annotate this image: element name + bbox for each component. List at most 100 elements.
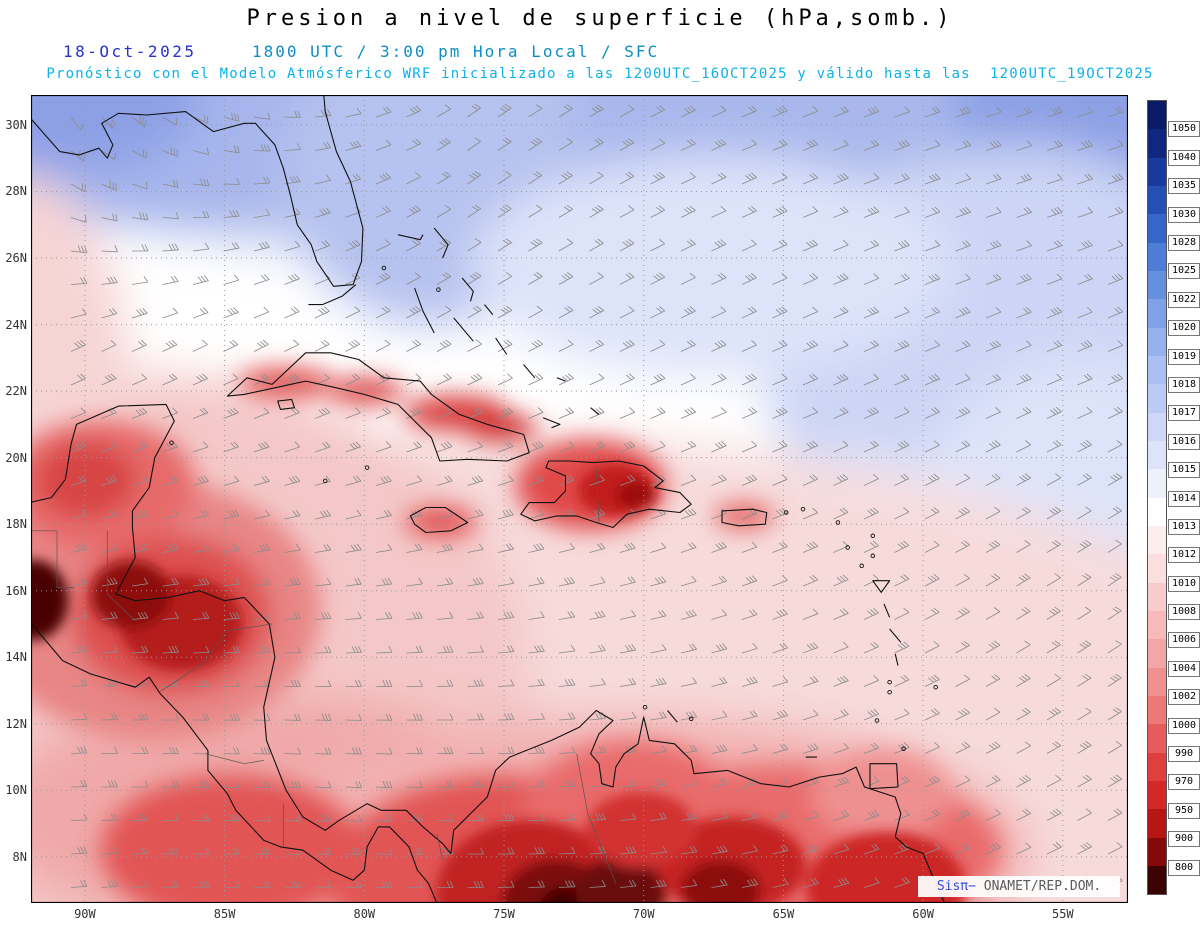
colorbar-tick-label: 1040 (1168, 149, 1200, 166)
small-island (169, 440, 174, 445)
forecast-date: 18-Oct-2025 (63, 42, 197, 61)
lon-label: 65W (772, 907, 795, 921)
pressure-field-map (31, 95, 1128, 903)
colorbar-segment (1148, 809, 1166, 838)
lon-label: 75W (493, 907, 515, 921)
small-island (835, 520, 841, 525)
small-island (800, 506, 806, 512)
colorbar-segment (1148, 610, 1166, 640)
colorbar-tick-label: 1025 (1168, 263, 1200, 280)
lat-label: 10N (5, 783, 27, 798)
page-title: Presion a nivel de superficie (hPa,somb.… (246, 6, 954, 31)
colorbar-tick-label: 900 (1168, 831, 1200, 848)
colorbar-segment (1148, 270, 1166, 300)
colorbar-tick-label: 970 (1168, 774, 1200, 791)
colorbar-tick-label: 1030 (1168, 206, 1200, 223)
watermark: Sisπ− ONAMET/REP.DOM. (918, 876, 1120, 897)
colorbar-segment (1148, 554, 1166, 583)
lon-label: 90W (74, 907, 96, 921)
lat-label: 20N (5, 450, 27, 465)
lon-label: 60W (912, 907, 934, 921)
lat-label: 26N (5, 251, 27, 266)
colorbar-segment (1148, 497, 1166, 526)
coastlines (31, 95, 946, 903)
lat-label: 12N (5, 716, 27, 731)
colorbar-tick-label: 1028 (1168, 234, 1200, 251)
colorbar-segment (1148, 157, 1166, 186)
small-island (322, 478, 328, 484)
small-island (870, 533, 876, 539)
colorbar-tick-label: 990 (1168, 746, 1200, 763)
small-island (901, 746, 906, 752)
colorbar-tick-label: 1000 (1168, 717, 1200, 734)
small-island (688, 716, 694, 722)
small-island (874, 718, 880, 723)
small-island (436, 287, 441, 292)
colorbar-tick-label: 1013 (1168, 518, 1200, 535)
colorbar-tick-label: 1012 (1168, 547, 1200, 564)
colorbar-tick-label: 1002 (1168, 689, 1200, 706)
colorbar-segment (1148, 384, 1166, 413)
colorbar-segment (1148, 129, 1166, 158)
colorbar-segment (1148, 469, 1166, 498)
lat-label: 14N (5, 650, 27, 665)
model-run-info: Pronóstico con el Modelo Atmósferico WRF… (46, 66, 1154, 82)
colorbar-segment (1148, 185, 1166, 215)
colorbar-tick-label: 1004 (1168, 660, 1200, 677)
colorbar-tick-label: 1016 (1168, 433, 1200, 450)
colorbar-tick-label: 1008 (1168, 604, 1200, 621)
colorbar-tick-label: 1022 (1168, 291, 1200, 308)
colorbar-segment (1148, 582, 1166, 611)
colorbar-segment (1148, 667, 1166, 696)
small-island (783, 510, 789, 515)
colorbar-segment (1148, 242, 1166, 271)
small-island (887, 679, 892, 685)
colorbar-segment (1148, 780, 1166, 810)
lat-label: 28N (5, 184, 27, 199)
colorbar-segment (1148, 101, 1166, 130)
lat-label: 24N (5, 317, 27, 332)
country-borders (31, 467, 617, 884)
small-island (381, 265, 387, 271)
colorbar-tick-label: 1017 (1168, 405, 1200, 422)
plot-frame (31, 95, 1128, 903)
map-plot-area: Sisπ− ONAMET/REP.DOM. (31, 95, 1128, 903)
colorbar-tick-label: 1014 (1168, 490, 1200, 507)
colorbar-segment (1148, 639, 1166, 668)
lon-label: 55W (1051, 907, 1074, 921)
colorbar-tick-label: 1050 (1168, 121, 1200, 138)
lon-label: 85W (213, 907, 236, 921)
lat-label: 18N (5, 517, 27, 532)
colorbar-tick-label: 800 (1168, 859, 1200, 876)
lat-label: 30N (5, 117, 27, 132)
colorbar-tick-label: 1010 (1168, 575, 1200, 592)
lat-label: 8N (12, 849, 27, 864)
colorbar-segment (1148, 214, 1166, 243)
colorbar-segment (1148, 695, 1166, 725)
lon-label: 80W (353, 907, 376, 921)
colorbar-segment (1148, 299, 1166, 328)
colorbar-tick-label: 1015 (1168, 462, 1200, 479)
colorbar-tick-label: 1035 (1168, 178, 1200, 195)
small-island (887, 689, 892, 695)
wind-barbs (70, 103, 1124, 889)
watermark-org-name: ONAMET/REP.DOM. (975, 879, 1102, 894)
colorbar-segment (1148, 355, 1166, 385)
small-island (933, 684, 938, 690)
colorbar-segment (1148, 837, 1166, 866)
lat-label: 22N (5, 384, 27, 399)
colorbar-tick-label: 950 (1168, 802, 1200, 819)
small-island (859, 563, 864, 569)
colorbar-segment (1148, 412, 1166, 441)
small-island (845, 545, 850, 550)
forecast-time: 1800 UTC / 3:00 pm Hora Local / SFC (252, 42, 660, 61)
colorbar-tick-label: 1019 (1168, 348, 1200, 365)
colorbar-tick-label: 1020 (1168, 320, 1200, 337)
colorbar-segment (1148, 525, 1166, 555)
pressure-colorbar (1147, 100, 1167, 895)
lon-label: 70W (632, 907, 655, 921)
watermark-system-name: Sisπ− (936, 879, 976, 894)
small-island (870, 553, 876, 559)
colorbar-segment (1148, 865, 1166, 895)
